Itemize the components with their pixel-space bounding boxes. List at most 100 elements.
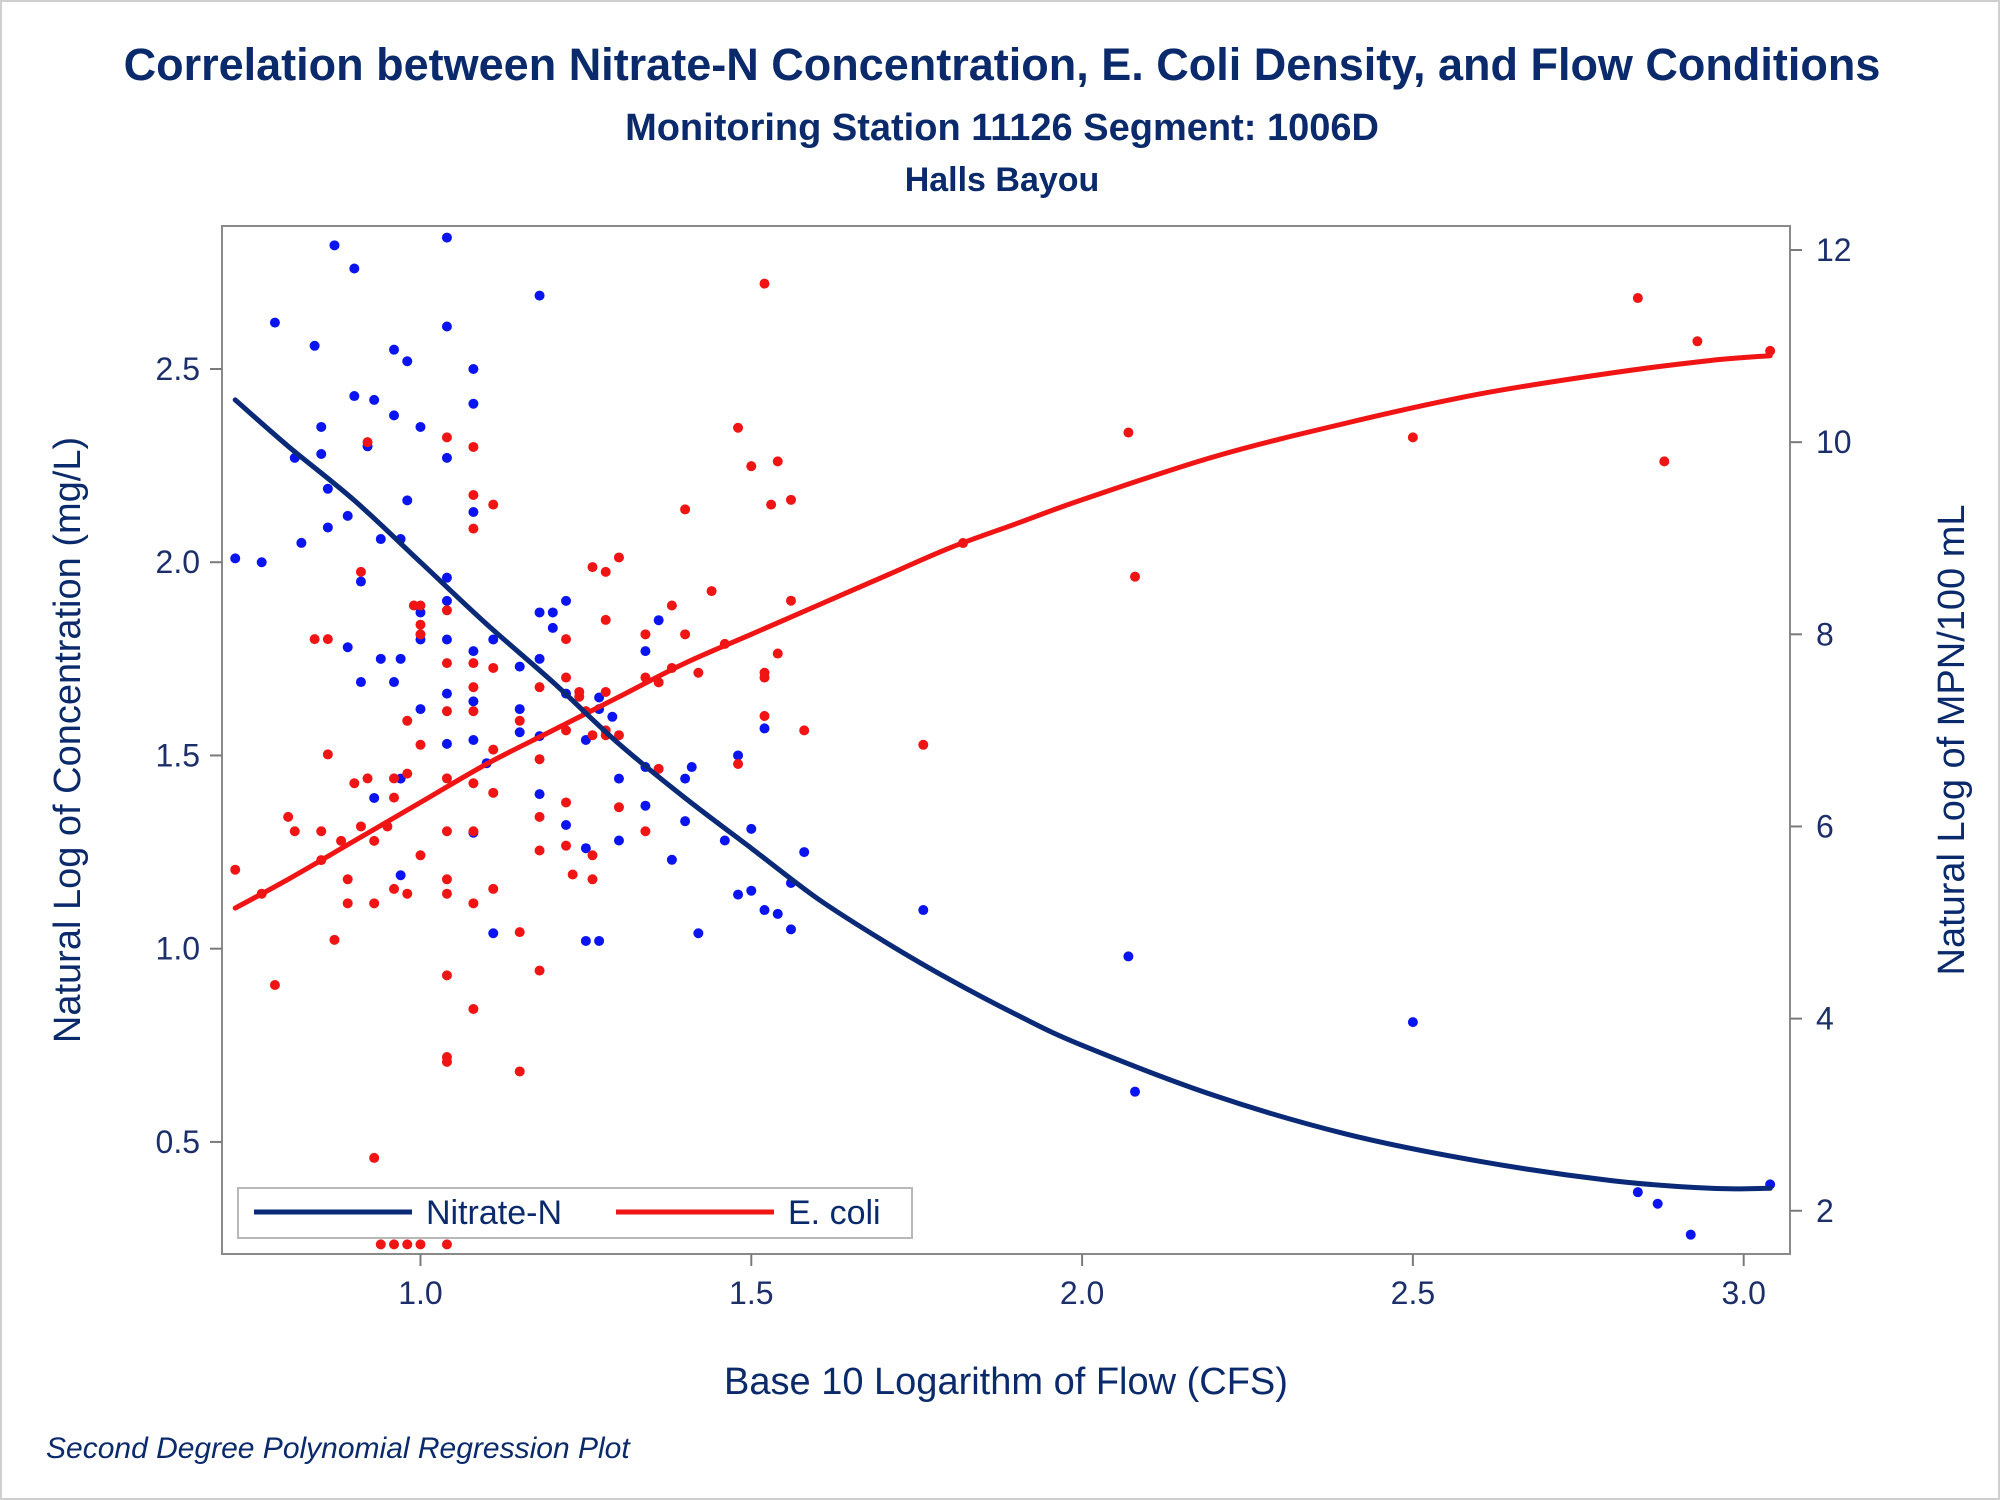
x-tick-label: 3.0 — [1721, 1275, 1765, 1311]
ecoli-point — [706, 586, 717, 597]
nitrate-point — [468, 506, 479, 517]
ecoli-point — [389, 792, 400, 803]
nitrate-point — [1685, 1229, 1696, 1240]
nitrate-point — [441, 452, 452, 463]
nitrate-point — [468, 363, 479, 374]
x-axis-label: Base 10 Logarithm of Flow (CFS) — [724, 1361, 1288, 1403]
nitrate-point — [733, 750, 744, 761]
ecoli-point — [309, 634, 320, 645]
ecoli-point — [534, 965, 545, 976]
nitrate-point — [514, 661, 525, 672]
regression-curves — [232, 353, 1773, 1192]
ecoli-point — [322, 749, 333, 760]
y-left-tick-label: 0.5 — [156, 1124, 200, 1160]
ecoli-point — [283, 811, 294, 822]
ecoli-point — [389, 883, 400, 894]
ecoli-point — [680, 629, 691, 640]
ecoli-point — [759, 278, 770, 289]
ecoli-point — [587, 874, 598, 885]
ecoli-point — [468, 682, 479, 693]
nitrate-point — [468, 735, 479, 745]
ecoli-point — [733, 422, 744, 433]
ecoli-point — [375, 1239, 386, 1250]
nitrate-point — [1632, 1187, 1643, 1198]
ecoli-point — [402, 888, 413, 899]
legend-label-ecoli: E. coli — [788, 1194, 881, 1232]
x-tick-label: 2.5 — [1391, 1275, 1435, 1311]
nitrate-point — [375, 534, 386, 545]
ecoli-point — [613, 802, 624, 813]
nitrate-point — [1407, 1017, 1418, 1028]
y-right-tick-label: 4 — [1816, 1001, 1834, 1037]
y-left-tick-label: 2.5 — [156, 351, 200, 387]
nitrate-point — [349, 263, 360, 274]
ecoli-point — [441, 1239, 452, 1250]
nitrate-point — [441, 688, 452, 699]
ecoli-point — [1407, 432, 1418, 443]
ecoli-regression-line — [232, 353, 1773, 911]
ecoli-point — [561, 634, 572, 645]
ecoli-point — [441, 970, 452, 981]
nitrate-point — [322, 483, 333, 494]
nitrate-point — [342, 642, 353, 653]
y-axis-left-label: Natural Log of Concentration (mg/L) — [47, 437, 89, 1043]
ecoli-point — [772, 456, 783, 467]
nitrate-point — [640, 646, 651, 657]
legend-label-nitrate: Nitrate-N — [426, 1194, 562, 1232]
nitrate-point — [415, 704, 426, 715]
ecoli-point — [680, 504, 691, 515]
ecoli-point — [441, 658, 452, 669]
ecoli-point — [666, 600, 677, 611]
y-right-tick-label: 2 — [1816, 1193, 1834, 1229]
nitrate-point — [759, 905, 770, 916]
nitrate-point — [733, 889, 744, 900]
ecoli-point — [785, 595, 796, 606]
ecoli-point — [600, 686, 611, 697]
x-tick-label: 1.0 — [398, 1275, 442, 1311]
nitrate-point — [309, 340, 320, 351]
nitrate-point — [613, 773, 624, 784]
nitrate-point — [547, 607, 558, 618]
nitrate-point — [514, 704, 525, 715]
ecoli-point — [402, 768, 413, 779]
nitrate-point — [256, 557, 267, 568]
footnote: Second Degree Polynomial Regression Plot — [46, 1432, 631, 1465]
nitrate-point — [640, 800, 651, 811]
nitrate-point — [441, 595, 452, 606]
nitrate-point — [1652, 1198, 1663, 1209]
nitrate-point — [488, 928, 499, 939]
ecoli-point — [567, 869, 578, 880]
y-right-tick-label: 12 — [1816, 232, 1852, 268]
ecoli-point — [468, 898, 479, 909]
nitrate-point — [580, 843, 591, 854]
ecoli-point — [759, 672, 770, 683]
ecoli-point — [322, 634, 333, 645]
nitrate-point — [441, 634, 452, 645]
nitrate-point — [441, 232, 452, 243]
nitrate-point — [534, 290, 545, 301]
ecoli-point — [799, 725, 810, 736]
nitrate-point — [653, 615, 664, 626]
y-axis-right-label: Natural Log of MPN/100 mL — [1931, 504, 1973, 975]
nitrate-point — [746, 823, 757, 834]
nitrate-point — [355, 677, 366, 688]
chart-title: Correlation between Nitrate-N Concentrat… — [124, 39, 1881, 90]
nitrate-point — [468, 696, 479, 707]
ecoli-point — [587, 850, 598, 861]
ecoli-point — [488, 744, 499, 755]
ecoli-point — [600, 614, 611, 625]
nitrate-point — [349, 391, 360, 402]
ecoli-point — [441, 605, 452, 616]
ecoli-point — [415, 1239, 426, 1250]
nitrate-point — [342, 510, 353, 521]
ecoli-point — [1692, 336, 1703, 347]
chart-subtitle-location: Halls Bayou — [905, 161, 1100, 199]
ecoli-point — [342, 898, 353, 909]
y-right-tick-label: 10 — [1816, 424, 1852, 460]
nitrate-point — [613, 835, 624, 846]
nitrate-point — [369, 394, 380, 405]
ecoli-point — [402, 715, 413, 726]
ecoli-point — [1130, 571, 1141, 582]
